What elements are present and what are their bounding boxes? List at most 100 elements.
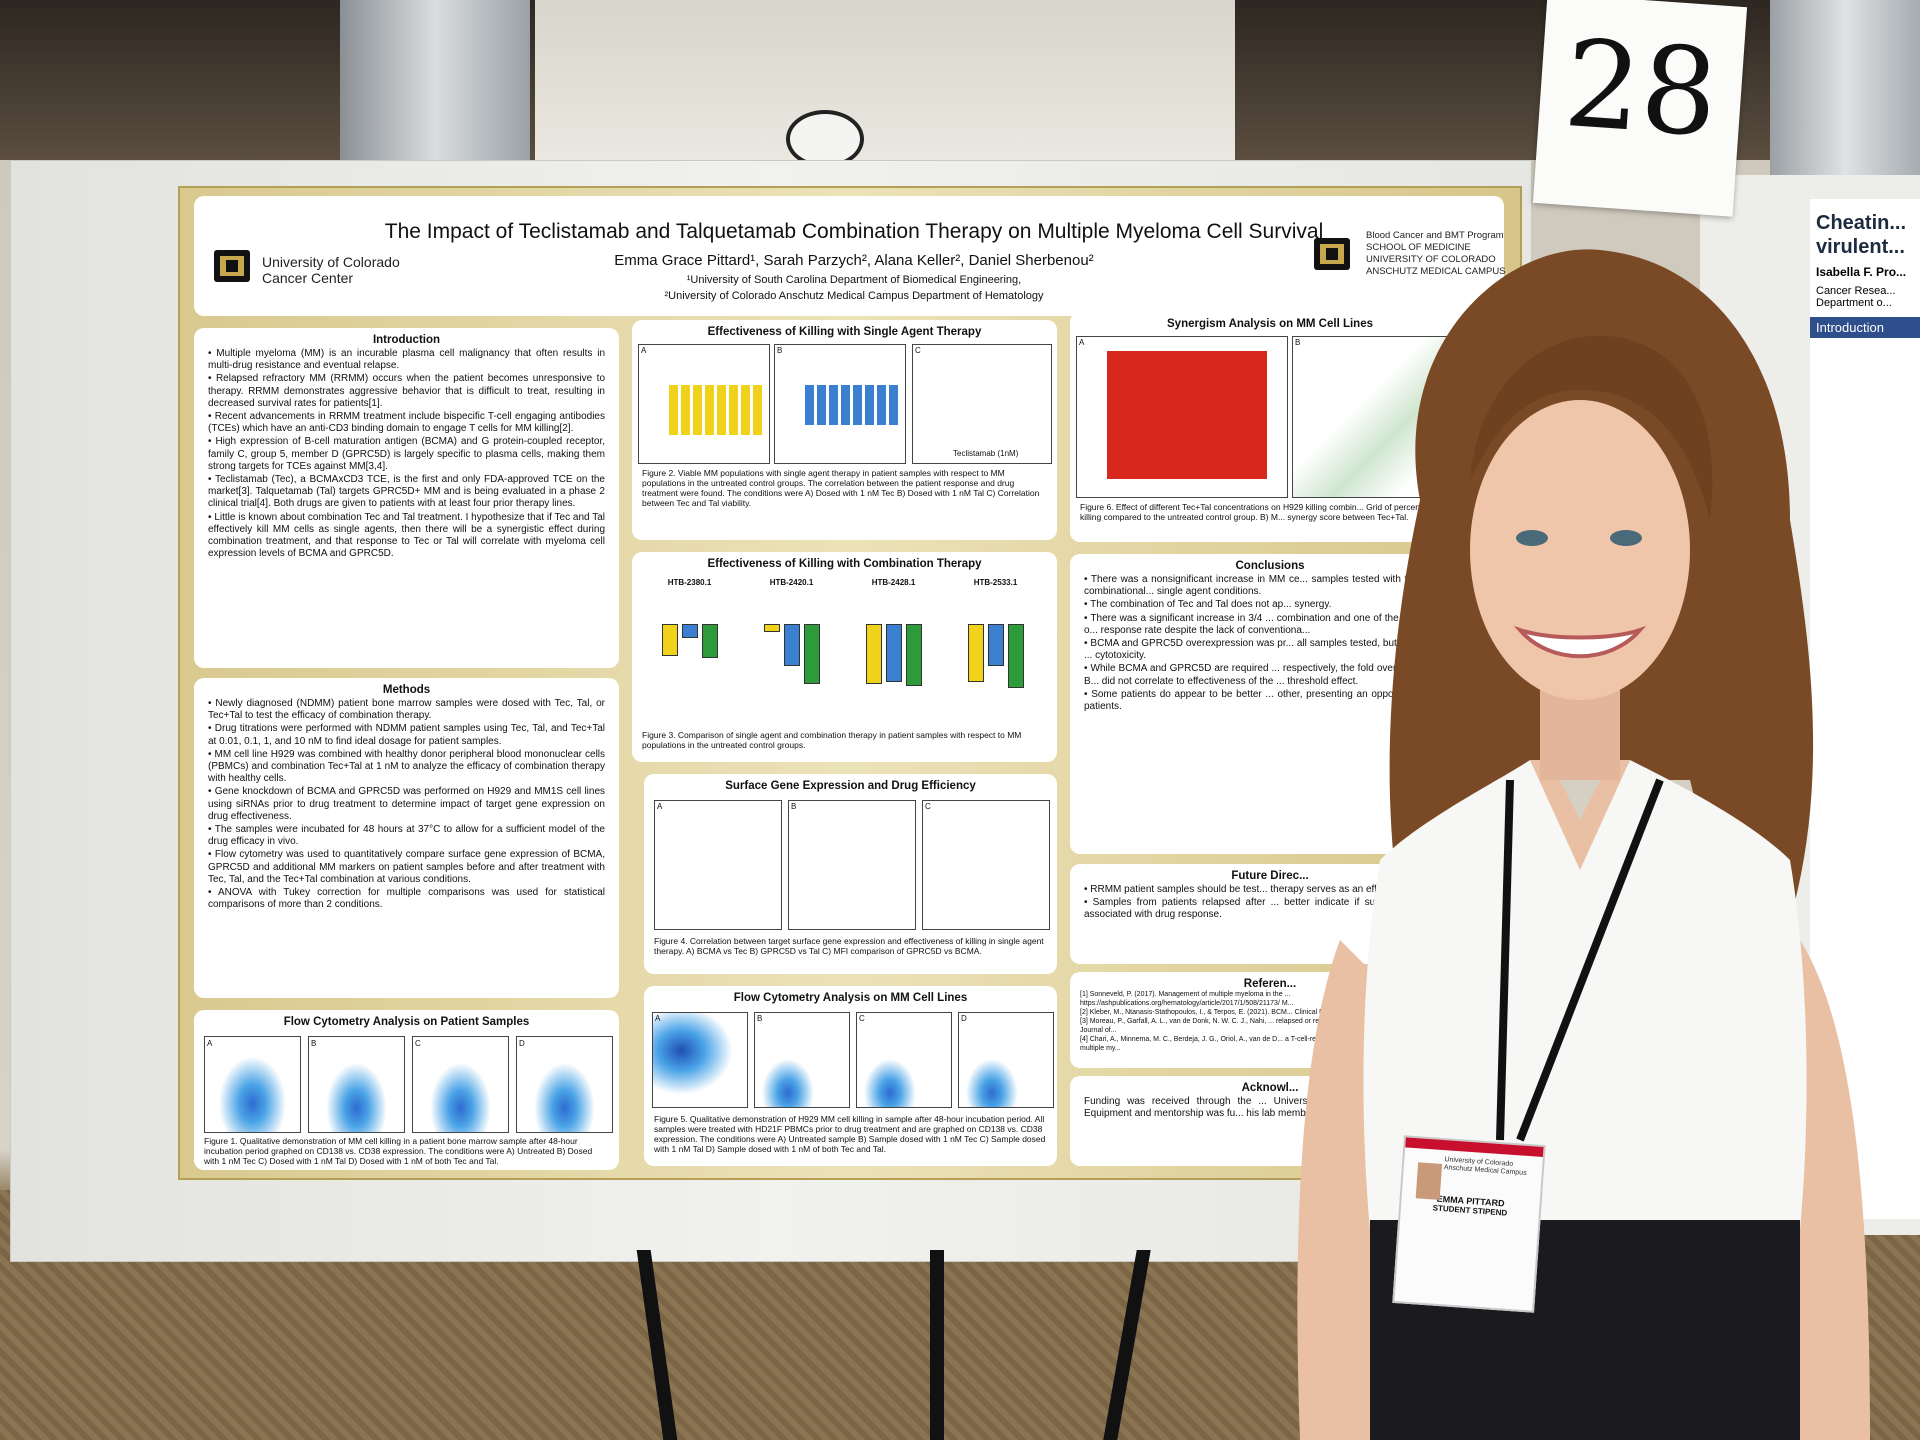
figure-6-caption: Figure 6. Effect of different Tec+Tal co…	[1080, 502, 1439, 522]
synergism-heading: Synergism Analysis on MM Cell Lines	[1167, 318, 1373, 330]
flow-plot: B	[308, 1036, 405, 1133]
bmt-logo-icon	[1314, 238, 1350, 270]
gprc5d-vs-tal-chart: B	[788, 800, 916, 930]
acknowledgements-text: Funding was received through the ... Uni…	[1084, 1096, 1456, 1120]
list-item: • Multiple myeloma (MM) is an incurable …	[208, 348, 606, 372]
list-item: • The combination of Tec and Tal does no…	[1084, 599, 1332, 611]
list-item: • Teclistamab (Tec), a BCMAxCD3 TCE, is …	[208, 474, 605, 510]
list-item: • There was a nonsignificant increase in…	[1084, 574, 1456, 598]
pillar-left	[340, 0, 530, 170]
methods-list: • Newly diagnosed (NDMM) patient bone ma…	[194, 696, 619, 911]
figure-3-caption: Figure 3. Comparison of single agent and…	[642, 730, 1022, 750]
name-badge: University of Colorado Anschutz Medical …	[1392, 1135, 1546, 1313]
flow-patient-panel: Flow Cytometry Analysis on Patient Sampl…	[194, 1010, 619, 1170]
list-item: [4] Chari, A., Minnema, M. C., Berdeja, …	[1080, 1036, 1443, 1052]
list-item: [3] Moreau, P., Garfall, A. L., van de D…	[1080, 1018, 1445, 1034]
combination-chart: HTB-2420.1	[744, 578, 839, 708]
combination-heading: Effectiveness of Killing with Combinatio…	[707, 558, 982, 570]
single-agent-panel: Effectiveness of Killing with Single Age…	[632, 320, 1057, 540]
affiliation-1: ¹University of South Carolina Department…	[686, 274, 1022, 286]
combination-panel: Effectiveness of Killing with Combinatio…	[632, 552, 1057, 762]
flow-patient-heading: Flow Cytometry Analysis on Patient Sampl…	[283, 1016, 530, 1028]
flow-plot: B	[754, 1012, 850, 1108]
booth-number: 28	[1560, 14, 1723, 165]
flow-lines-panel: Flow Cytometry Analysis on MM Cell Lines…	[644, 986, 1057, 1166]
introduction-list: • Multiple myeloma (MM) is an incurable …	[194, 346, 619, 560]
list-item: • ANOVA with Tukey correction for multip…	[208, 887, 606, 911]
list-item: • Gene knockdown of BCMA and GPRC5D was …	[208, 786, 606, 822]
flow-plot: A	[204, 1036, 301, 1133]
single-agent-tal-chart: B	[774, 344, 906, 464]
introduction-panel: Introduction • Multiple myeloma (MM) is …	[194, 328, 619, 668]
poster-header: University of Colorado Cancer Center The…	[194, 196, 1506, 316]
list-item: • Drug titrations were performed with ND…	[208, 723, 606, 747]
avatar	[1415, 1162, 1443, 1200]
side-poster-author: Isabella F. Pro...	[1816, 265, 1907, 279]
single-agent-tec-chart: A	[638, 344, 770, 464]
bmt-program-name: Blood Cancer and BMT Program SCHOOL OF M…	[1366, 230, 1506, 277]
list-item: • Samples from patients relapsed after .…	[1084, 897, 1456, 921]
poster-title: The Impact of Teclistamab and Talquetama…	[384, 220, 1324, 243]
list-item: • Flow cytometry was used to quantitativ…	[208, 849, 605, 885]
booth-number-card: 28	[1532, 0, 1748, 217]
pillar-right	[1770, 0, 1920, 180]
figure-1-caption: Figure 1. Qualitative demonstration of M…	[204, 1136, 593, 1166]
combination-chart: HTB-2533.1	[948, 578, 1043, 708]
list-item: • Newly diagnosed (NDMM) patient bone ma…	[208, 698, 606, 722]
bcma-vs-tec-chart: A	[654, 800, 782, 930]
cu-cancer-center-name: University of Colorado Cancer Center	[262, 254, 400, 286]
list-item: [2] Kleber, M., Ntanasis-Stathopoulos, I…	[1080, 1009, 1393, 1016]
combination-chart: HTB-2380.1	[642, 578, 737, 708]
side-poster-section: Introduction	[1810, 317, 1920, 338]
affiliation-2: ²University of Colorado Anschutz Medical…	[664, 290, 1044, 302]
references-list: [1] Sonneveld, P. (2017). Management of …	[1070, 990, 1470, 1053]
methods-panel: Methods • Newly diagnosed (NDMM) patient…	[194, 678, 619, 998]
synergism-panel: Synergism Analysis on MM Cell Lines A B …	[1070, 312, 1470, 542]
single-agent-heading: Effectiveness of Killing with Single Age…	[707, 326, 982, 338]
synergy-heatmap: A	[1076, 336, 1288, 498]
wall-clock-icon	[786, 110, 864, 168]
list-item: • BCMA and GPRC5D overexpression was pr.…	[1084, 638, 1456, 662]
tec-tal-correlation-chart: C Teclistamab (1nM)	[912, 344, 1052, 464]
flow-plot: D	[516, 1036, 613, 1133]
list-item: • There was a significant increase in 3/…	[1084, 612, 1456, 636]
list-item: • High expression of B-cell maturation a…	[208, 436, 606, 472]
side-poster-title: Cheatin... virulent...	[1816, 212, 1907, 258]
easel-leg-center	[930, 1250, 944, 1440]
acknowledgements-heading: Acknowl...	[1241, 1082, 1299, 1094]
flow-plot: C	[856, 1012, 952, 1108]
list-item: • Relapsed refractory MM (RRMM) occurs w…	[208, 373, 606, 409]
future-heading: Future Direc...	[1231, 870, 1309, 882]
conclusions-heading: Conclusions	[1235, 560, 1305, 572]
introduction-heading: Introduction	[372, 334, 441, 346]
side-poster-dept: Cancer Resea... Department o...	[1816, 285, 1896, 309]
list-item: • The samples were incubated for 48 hour…	[208, 824, 605, 848]
research-poster: University of Colorado Cancer Center The…	[178, 186, 1522, 1180]
combination-chart: HTB-2428.1	[846, 578, 941, 708]
list-item: • Little is known about combination Tec …	[208, 511, 605, 560]
flow-plot: D	[958, 1012, 1054, 1108]
future-list: • RRMM patient samples should be test...…	[1070, 882, 1470, 922]
figure-2-caption: Figure 2. Viable MM populations with sin…	[642, 468, 1040, 508]
flow-lines-heading: Flow Cytometry Analysis on MM Cell Lines	[733, 992, 968, 1004]
list-item: • While BCMA and GPRC5D are required ...…	[1084, 663, 1456, 687]
flow-plot: C	[412, 1036, 509, 1133]
list-item: • RRMM patient samples should be test...…	[1084, 884, 1443, 895]
methods-heading: Methods	[382, 684, 431, 696]
flow-plot: A	[652, 1012, 748, 1108]
list-item: • Some patients do appear to be better .…	[1084, 688, 1456, 713]
list-item: • MM cell line H929 was combined with he…	[208, 748, 606, 785]
poster-authors: Emma Grace Pittard¹, Sarah Parzych², Ala…	[614, 252, 1094, 269]
surface-panel: Surface Gene Expression and Drug Efficie…	[644, 774, 1057, 974]
presenter-photo	[1297, 249, 1870, 1440]
list-item: [1] Sonneveld, P. (2017). Management of …	[1080, 991, 1294, 1007]
surface-heading: Surface Gene Expression and Drug Efficie…	[725, 780, 976, 792]
back-wall	[535, 0, 1235, 170]
references-heading: Referen...	[1243, 978, 1297, 990]
list-item: • Recent advancements in RRMM treatment …	[208, 411, 605, 435]
figure-4-caption: Figure 4. Correlation between target sur…	[654, 936, 1044, 956]
figure-5-caption: Figure 5. Qualitative demonstration of H…	[654, 1114, 1046, 1154]
conclusions-list: • There was a nonsignificant increase in…	[1070, 572, 1470, 713]
gprc5d-vs-bcma-chart: C	[922, 800, 1050, 930]
cu-logo-icon	[214, 250, 250, 282]
